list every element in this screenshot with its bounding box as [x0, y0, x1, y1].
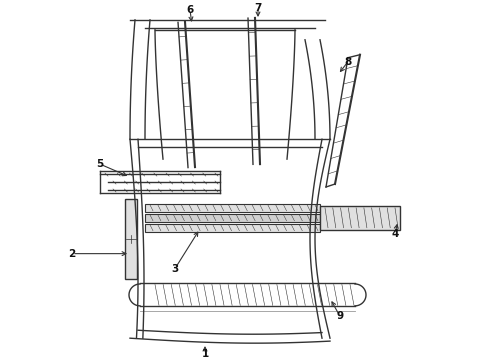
Text: 5: 5: [97, 159, 103, 169]
Text: 7: 7: [254, 3, 262, 13]
Bar: [145, 214, 320, 222]
Bar: [320, 206, 400, 230]
Text: 8: 8: [344, 57, 352, 67]
Bar: [125, 199, 137, 279]
Text: 9: 9: [337, 311, 343, 321]
Text: 6: 6: [186, 5, 194, 15]
Text: 3: 3: [172, 264, 179, 274]
Text: 1: 1: [201, 349, 209, 359]
Bar: [145, 224, 320, 232]
Text: 2: 2: [69, 249, 75, 258]
Text: 4: 4: [392, 229, 399, 239]
Bar: [145, 204, 320, 212]
